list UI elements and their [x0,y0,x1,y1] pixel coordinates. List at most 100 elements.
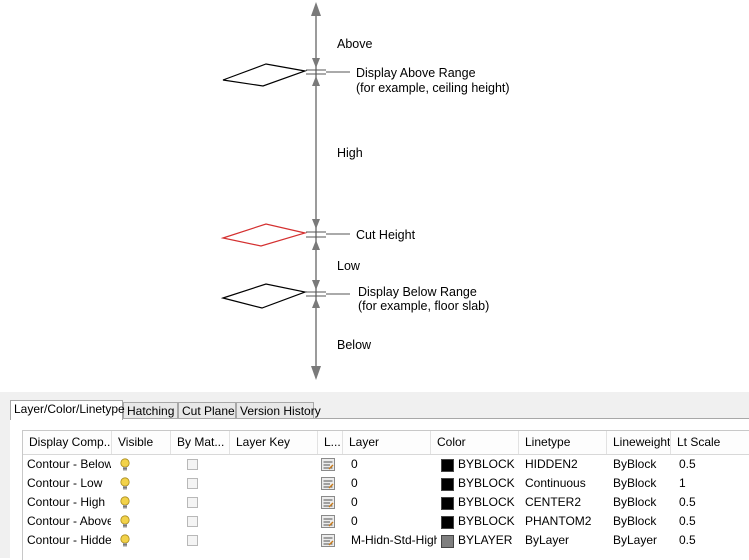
col-header-by-material[interactable]: By Mat... [171,431,230,454]
cut-height-label: Cut Height [356,228,416,242]
color-swatch[interactable] [441,478,454,491]
layer-key-cell[interactable] [235,474,315,493]
layer-properties-icon[interactable] [321,515,335,528]
arrow-up-icon [312,240,320,250]
layer-cell[interactable]: 0 [351,457,358,471]
display-below-range-example: (for example, floor slab) [358,299,490,313]
arrow-up-icon [312,76,320,86]
layer-cell[interactable]: 0 [351,514,358,528]
layer-properties-icon[interactable] [321,534,335,547]
arrow-down-icon [312,219,320,229]
lineweight-cell[interactable]: ByBlock [613,514,657,528]
layer-properties-icon[interactable] [321,477,335,490]
layer-key-cell[interactable] [235,493,315,512]
col-header-layer[interactable]: Layer [343,431,431,454]
below-range-plane [220,283,308,309]
lt-scale-cell[interactable]: 1 [679,476,686,490]
lineweight-cell[interactable]: ByBlock [613,495,657,509]
lineweight-cell[interactable]: ByBlock [613,457,657,471]
above-range-plane [222,63,308,87]
lt-scale-cell[interactable]: 0.5 [679,514,696,528]
layer-cell[interactable]: 0 [351,495,358,509]
arrow-up-icon [311,2,321,16]
arrow-down-icon [312,58,320,68]
display-below-range-label: Display Below Range [358,285,477,299]
layer-key-cell[interactable] [235,455,315,474]
layer-key-cell[interactable] [235,512,315,531]
tab-cut-plane[interactable]: Cut Plane [178,402,236,419]
display-range-diagram: Above Display Above Range (for example, … [220,2,510,380]
lightbulb-icon[interactable] [120,458,130,472]
color-cell[interactable]: BYBLOCK [458,495,515,509]
lightbulb-icon[interactable] [120,515,130,529]
arrow-down-icon [312,280,320,290]
layer-cell[interactable]: M-Hidn-Std-High [351,533,437,547]
color-swatch[interactable] [441,516,454,529]
arrow-up-icon [312,298,320,308]
color-cell[interactable]: BYLAYER [458,533,513,547]
lt-scale-cell[interactable]: 0.5 [679,533,696,547]
color-swatch[interactable] [441,459,454,472]
col-header-layer-key[interactable]: Layer Key [230,431,318,454]
lightbulb-icon[interactable] [120,496,130,510]
col-header-color[interactable]: Color [431,431,519,454]
lineweight-cell[interactable]: ByBlock [613,476,657,490]
by-material-checkbox[interactable] [187,478,198,489]
tab-content: Display Comp... Visible By Mat... Layer … [10,418,749,560]
by-material-checkbox[interactable] [187,535,198,546]
col-header-visible[interactable]: Visible [112,431,171,454]
table-row[interactable]: Contour - High 0 BYBLOCK CENTER2 ByBlock 0.5 [23,493,749,512]
color-swatch[interactable] [441,535,454,548]
col-header-lt-scale[interactable]: Lt Scale [677,435,721,449]
layer-properties-icon[interactable] [321,496,335,509]
range-diagram-graphic [220,2,350,380]
table-row[interactable]: Contour - Low 0 BYBLOCK Continuous ByBlock 1 [23,474,749,493]
below-range-tick [306,291,350,297]
component-name-cell: Contour - High [27,495,106,509]
linetype-cell[interactable]: Continuous [525,476,586,490]
above-range-tick [306,69,350,75]
cut-plane [220,223,308,247]
color-swatch[interactable] [441,497,454,510]
low-label: Low [337,259,360,273]
col-header-lineweight[interactable]: Lineweight [607,431,671,454]
table-row[interactable]: Contour - Below 0 BYBLOCK HIDDEN2 ByBlock 0.5 [23,455,749,474]
component-name-cell: Contour - Hidden [27,533,111,547]
color-cell[interactable]: BYBLOCK [458,514,515,528]
display-properties-panel: Layer/Color/Linetype Hatching Cut Plane … [0,392,749,560]
linetype-cell[interactable]: PHANTOM2 [525,514,592,528]
by-material-checkbox[interactable] [187,459,198,470]
by-material-checkbox[interactable] [187,516,198,527]
display-component-table: Display Comp... Visible By Mat... Layer … [22,430,749,560]
tab-hatching[interactable]: Hatching [123,402,178,419]
col-header-display-component[interactable]: Display Comp... [23,431,112,454]
lt-scale-cell[interactable]: 0.5 [679,457,696,471]
col-header-linetype[interactable]: Linetype [519,431,607,454]
lightbulb-icon[interactable] [120,477,130,491]
above-label: Above [337,37,373,51]
layer-key-cell[interactable] [235,531,315,550]
high-label: High [337,146,363,160]
linetype-cell[interactable]: CENTER2 [525,495,582,509]
color-cell[interactable]: BYBLOCK [458,476,515,490]
table-row[interactable]: Contour - Above 0 BYBLOCK PHANTOM2 ByBlock 0.… [23,512,749,531]
component-name-cell: Contour - Below [27,457,111,471]
tab-layer-color-linetype[interactable]: Layer/Color/Linetype [10,400,125,420]
by-material-checkbox[interactable] [187,497,198,508]
component-name-cell: Contour - Above [27,514,111,528]
linetype-cell[interactable]: ByLayer [525,533,570,547]
col-header-l[interactable]: L... [318,431,343,454]
color-cell[interactable]: BYBLOCK [458,457,515,471]
lightbulb-icon[interactable] [120,534,130,548]
lt-scale-cell[interactable]: 0.5 [679,495,696,509]
below-label: Below [337,338,372,352]
layer-cell[interactable]: 0 [351,476,358,490]
lineweight-cell[interactable]: ByLayer [613,533,658,547]
layer-properties-icon[interactable] [321,458,335,471]
arrow-down-icon [311,366,321,380]
display-above-range-label: Display Above Range [356,66,476,80]
table-header: Display Comp... Visible By Mat... Layer … [23,431,749,455]
linetype-cell[interactable]: HIDDEN2 [525,457,578,471]
tab-version-history[interactable]: Version History [236,402,321,419]
table-row[interactable]: Contour - Hidden M-Hidn-Std-High BYLAYER By… [23,531,749,550]
